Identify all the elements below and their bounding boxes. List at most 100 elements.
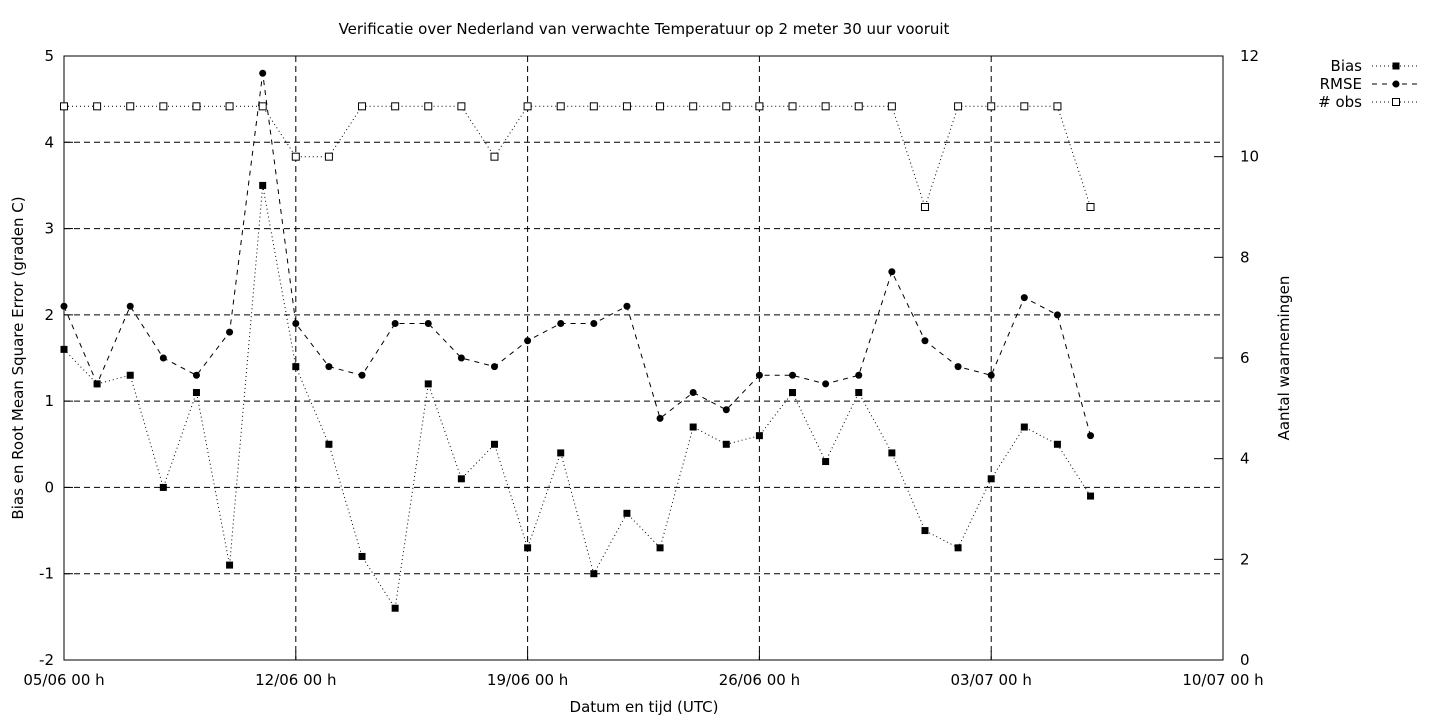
- rmse-point: [987, 371, 995, 379]
- obs-point: [1053, 102, 1062, 111]
- obs-point: [159, 102, 168, 111]
- obs-point: [523, 102, 532, 111]
- rmse-point: [358, 371, 366, 379]
- rmse-point: [490, 363, 498, 371]
- bias-point: [855, 389, 863, 397]
- y2-axis-label: Aantal waarnemingen: [1275, 276, 1293, 441]
- x-tick-label: 10/07 00 h: [1182, 671, 1263, 689]
- obs-point: [126, 102, 135, 111]
- bias-point: [789, 389, 797, 397]
- bias-point: [656, 544, 664, 552]
- rmse-point: [954, 363, 962, 371]
- bias-point: [1087, 492, 1095, 500]
- rmse-point: [1087, 432, 1095, 440]
- obs-point: [1086, 203, 1095, 211]
- rmse-point: [292, 319, 300, 327]
- rmse-point: [325, 363, 333, 371]
- rmse-point: [424, 319, 432, 327]
- bias-point: [722, 440, 730, 448]
- bias-point: [259, 181, 267, 189]
- bias-point: [1392, 62, 1400, 70]
- x-axis-label: Datum en tijd (UTC): [570, 698, 719, 716]
- y-tick-label: 5: [44, 47, 54, 65]
- bias-point: [292, 363, 300, 371]
- bias-point: [623, 509, 631, 517]
- grid-lines: [64, 56, 1223, 660]
- y-axis-label: Bias en Root Mean Square Error (graden C…: [9, 196, 27, 519]
- obs-point: [391, 102, 400, 111]
- rmse-point: [126, 302, 134, 310]
- obs-point: [954, 102, 963, 111]
- bias-point: [159, 483, 167, 491]
- legend-label: RMSE: [1320, 75, 1362, 93]
- rmse-point: [1392, 80, 1400, 88]
- bias-point: [1053, 440, 1061, 448]
- rmse-point: [656, 414, 664, 422]
- bias-point: [822, 458, 830, 466]
- bias-point: [358, 552, 366, 560]
- obs-point: [622, 102, 631, 111]
- rmse-point: [722, 406, 730, 414]
- rmse-point: [855, 371, 863, 379]
- rmse-point: [259, 69, 267, 77]
- rmse-point: [1020, 294, 1028, 302]
- obs-point: [788, 102, 797, 111]
- y-tick-label: 4: [44, 133, 54, 151]
- obs-point: [192, 102, 201, 111]
- series-rmse: [60, 69, 1095, 440]
- obs-point: [291, 152, 300, 161]
- obs-point: [821, 102, 830, 111]
- series-line: [64, 105, 1091, 209]
- y2-tick-label: 0: [1240, 651, 1250, 669]
- rmse-point: [789, 371, 797, 379]
- obs-point: [60, 102, 68, 111]
- bias-point: [590, 570, 598, 578]
- y2-tick-label: 2: [1240, 550, 1250, 568]
- rmse-point: [557, 319, 565, 327]
- x-tick-label: 19/06 00 h: [487, 671, 568, 689]
- obs-point: [358, 102, 367, 111]
- y-axis-left: -2 -1 0 1 2 3 4 5: [39, 47, 73, 669]
- obs-point: [689, 102, 698, 111]
- y2-tick-label: 12: [1240, 47, 1259, 65]
- obs-point: [93, 102, 102, 111]
- x-tick-label: 05/06 00 h: [23, 671, 104, 689]
- bias-point: [954, 544, 962, 552]
- data-series: [60, 69, 1095, 612]
- rmse-point: [623, 302, 631, 310]
- obs-point: [324, 152, 333, 161]
- obs-point: [987, 102, 996, 111]
- rmse-point: [822, 380, 830, 388]
- series-bias: [60, 181, 1095, 612]
- bias-point: [1020, 423, 1028, 431]
- rmse-point: [755, 371, 763, 379]
- rmse-point: [689, 389, 697, 397]
- bias-point: [888, 449, 896, 457]
- rmse-point: [192, 371, 200, 379]
- x-axis: 05/06 00 h 12/06 00 h 19/06 00 h 26/06 00 h…: [23, 651, 1264, 689]
- series-line: [63, 73, 1091, 436]
- obs-point: [656, 102, 665, 111]
- bias-point: [60, 345, 68, 353]
- rmse-point: [888, 268, 896, 276]
- legend-label: Bias: [1331, 57, 1363, 75]
- rmse-point: [457, 354, 465, 362]
- obs-point: [887, 102, 896, 111]
- bias-point: [557, 449, 565, 457]
- obs-point: [490, 152, 499, 161]
- x-tick-label: 12/06 00 h: [255, 671, 336, 689]
- rmse-point: [590, 319, 598, 327]
- y-tick-label: 2: [44, 306, 54, 324]
- rmse-point: [226, 328, 234, 336]
- rmse-point: [391, 319, 399, 327]
- x-tick-label: 03/07 00 h: [951, 671, 1032, 689]
- bias-point: [325, 440, 333, 448]
- rmse-point: [159, 354, 167, 362]
- legend-label: # obs: [1318, 93, 1362, 111]
- y-axis-right: 0 2 4 6 8 10 12: [1214, 47, 1259, 669]
- rmse-point: [524, 337, 532, 345]
- series-line: [63, 185, 1091, 610]
- y-tick-label: -1: [39, 565, 54, 583]
